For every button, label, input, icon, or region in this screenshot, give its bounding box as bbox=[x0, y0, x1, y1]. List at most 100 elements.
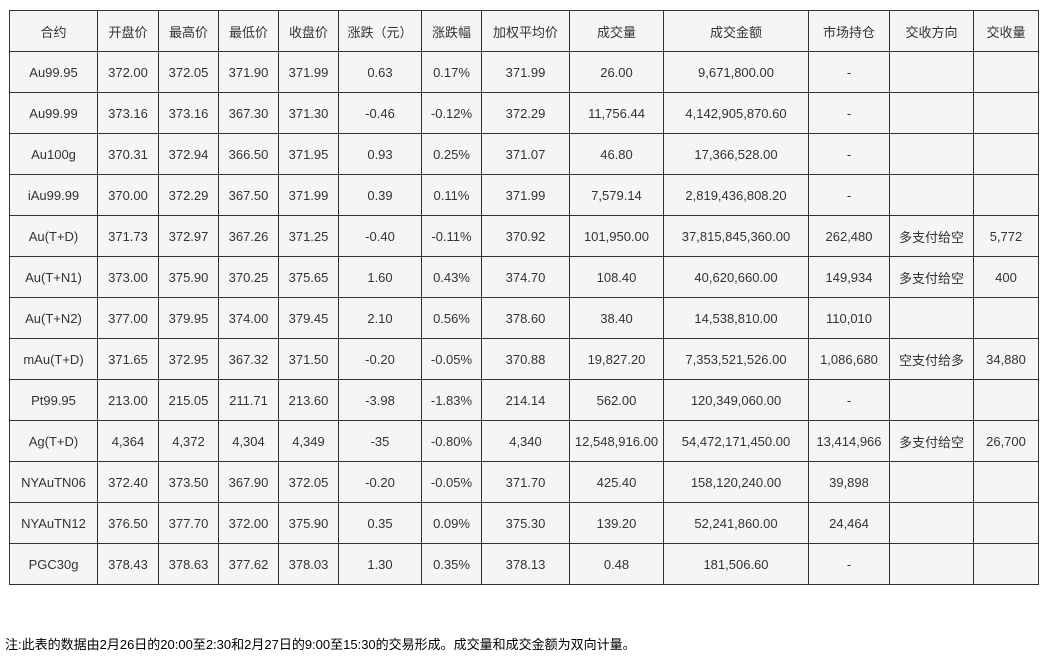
contract-cell: PGC30g bbox=[9, 543, 98, 585]
value-cell: - bbox=[808, 51, 890, 93]
column-header-7: 加权平均价 bbox=[481, 10, 570, 52]
value-cell: 372.00 bbox=[97, 51, 159, 93]
value-cell: 101,950.00 bbox=[569, 215, 664, 257]
value-cell: 110,010 bbox=[808, 297, 890, 339]
value-cell bbox=[889, 51, 974, 93]
contract-cell: Au(T+N1) bbox=[9, 256, 98, 298]
value-cell: 26.00 bbox=[569, 51, 664, 93]
column-header-6: 涨跌幅 bbox=[421, 10, 482, 52]
contract-cell: Au(T+D) bbox=[9, 215, 98, 257]
value-cell: 213.00 bbox=[97, 379, 159, 421]
value-cell: 0.48 bbox=[569, 543, 664, 585]
contract-cell: Pt99.95 bbox=[9, 379, 98, 421]
value-cell bbox=[889, 502, 974, 544]
value-cell: 54,472,171,450.00 bbox=[663, 420, 809, 462]
value-cell: 378.60 bbox=[481, 297, 570, 339]
contract-cell: NYAuTN12 bbox=[9, 502, 98, 544]
value-cell: 4,372 bbox=[158, 420, 219, 462]
value-cell: 367.50 bbox=[218, 174, 279, 216]
value-cell: 262,480 bbox=[808, 215, 890, 257]
value-cell: -0.05% bbox=[421, 461, 482, 503]
contract-cell: Au(T+N2) bbox=[9, 297, 98, 339]
value-cell: 379.95 bbox=[158, 297, 219, 339]
value-cell bbox=[973, 92, 1039, 134]
value-cell bbox=[973, 543, 1039, 585]
market-quotes-table: 合约 开盘价 最高价 最低价 收盘价 涨跌（元） 涨跌幅 加权平均价 成交量 成交金额 市场持仓 交收… bbox=[9, 10, 1039, 585]
contract-cell: Ag(T+D) bbox=[9, 420, 98, 462]
value-cell bbox=[973, 297, 1039, 339]
value-cell bbox=[973, 51, 1039, 93]
value-cell: 377.62 bbox=[218, 543, 279, 585]
value-cell: 372.00 bbox=[218, 502, 279, 544]
value-cell: 372.95 bbox=[158, 338, 219, 380]
value-cell: - bbox=[808, 92, 890, 134]
value-cell: 373.50 bbox=[158, 461, 219, 503]
value-cell: 0.63 bbox=[338, 51, 422, 93]
value-cell: 7,579.14 bbox=[569, 174, 664, 216]
value-cell bbox=[889, 133, 974, 175]
value-cell: - bbox=[808, 543, 890, 585]
value-cell: 370.00 bbox=[97, 174, 159, 216]
value-cell: -1.83% bbox=[421, 379, 482, 421]
column-header-2: 最高价 bbox=[158, 10, 219, 52]
value-cell: 0.11% bbox=[421, 174, 482, 216]
column-header-1: 开盘价 bbox=[97, 10, 159, 52]
value-cell: 34,880 bbox=[973, 338, 1039, 380]
value-cell: 39,898 bbox=[808, 461, 890, 503]
value-cell: 多支付给空 bbox=[889, 256, 974, 298]
table-row: NYAuTN06 372.40 373.50 367.90 372.05 -0.20 -0.… bbox=[9, 461, 1039, 503]
value-cell: 4,304 bbox=[218, 420, 279, 462]
table-row: NYAuTN12 376.50 377.70 372.00 375.90 0.35 0.09… bbox=[9, 502, 1039, 544]
table-row: iAu99.99 370.00 372.29 367.50 371.99 0.39 0.11… bbox=[9, 174, 1039, 216]
table-row: Au(T+N2) 377.00 379.95 374.00 379.45 2.10 0.56… bbox=[9, 297, 1039, 339]
value-cell: 374.00 bbox=[218, 297, 279, 339]
value-cell bbox=[889, 297, 974, 339]
value-cell: 120,349,060.00 bbox=[663, 379, 809, 421]
value-cell: 11,756.44 bbox=[569, 92, 664, 134]
value-cell: 1,086,680 bbox=[808, 338, 890, 380]
value-cell: 371.95 bbox=[278, 133, 339, 175]
value-cell: 371.99 bbox=[278, 174, 339, 216]
value-cell: 377.70 bbox=[158, 502, 219, 544]
value-cell: 158,120,240.00 bbox=[663, 461, 809, 503]
table-row: Ag(T+D) 4,364 4,372 4,304 4,349 -35 -0.80% 4,34… bbox=[9, 420, 1039, 462]
footnote: 注:此表的数据由2月26日的20:00至2:30和2月27日的9:00至15:3… bbox=[5, 637, 636, 652]
table-row: Au99.95 372.00 372.05 371.90 371.99 0.63 0.17%… bbox=[9, 51, 1039, 93]
value-cell: 211.71 bbox=[218, 379, 279, 421]
value-cell bbox=[889, 174, 974, 216]
value-cell bbox=[889, 543, 974, 585]
value-cell: 14,538,810.00 bbox=[663, 297, 809, 339]
value-cell: 0.25% bbox=[421, 133, 482, 175]
value-cell: -0.40 bbox=[338, 215, 422, 257]
value-cell: - bbox=[808, 174, 890, 216]
value-cell: 372.29 bbox=[481, 92, 570, 134]
value-cell: 149,934 bbox=[808, 256, 890, 298]
value-cell: 0.93 bbox=[338, 133, 422, 175]
value-cell: 366.50 bbox=[218, 133, 279, 175]
value-cell: 1.60 bbox=[338, 256, 422, 298]
value-cell: 215.05 bbox=[158, 379, 219, 421]
value-cell: -0.80% bbox=[421, 420, 482, 462]
contract-cell: Au99.95 bbox=[9, 51, 98, 93]
table-row: Au(T+D) 371.73 372.97 367.26 371.25 -0.40 -0.1… bbox=[9, 215, 1039, 257]
value-cell: 372.05 bbox=[278, 461, 339, 503]
table-row: mAu(T+D) 371.65 372.95 367.32 371.50 -0.20 -0.… bbox=[9, 338, 1039, 380]
value-cell: 181,506.60 bbox=[663, 543, 809, 585]
value-cell: -0.11% bbox=[421, 215, 482, 257]
value-cell: -3.98 bbox=[338, 379, 422, 421]
value-cell bbox=[973, 461, 1039, 503]
value-cell: 多支付给空 bbox=[889, 420, 974, 462]
value-cell: 371.73 bbox=[97, 215, 159, 257]
value-cell: -35 bbox=[338, 420, 422, 462]
value-cell: 4,142,905,870.60 bbox=[663, 92, 809, 134]
value-cell: 377.00 bbox=[97, 297, 159, 339]
value-cell bbox=[889, 461, 974, 503]
value-cell: 425.40 bbox=[569, 461, 664, 503]
value-cell: 372.40 bbox=[97, 461, 159, 503]
table-row: Au100g 370.31 372.94 366.50 371.95 0.93 0.25% 3… bbox=[9, 133, 1039, 175]
column-header-0: 合约 bbox=[9, 10, 98, 52]
value-cell: 24,464 bbox=[808, 502, 890, 544]
contract-cell: NYAuTN06 bbox=[9, 461, 98, 503]
value-cell: 367.30 bbox=[218, 92, 279, 134]
table-row: Au99.99 373.16 373.16 367.30 371.30 -0.46 -0.1… bbox=[9, 92, 1039, 134]
